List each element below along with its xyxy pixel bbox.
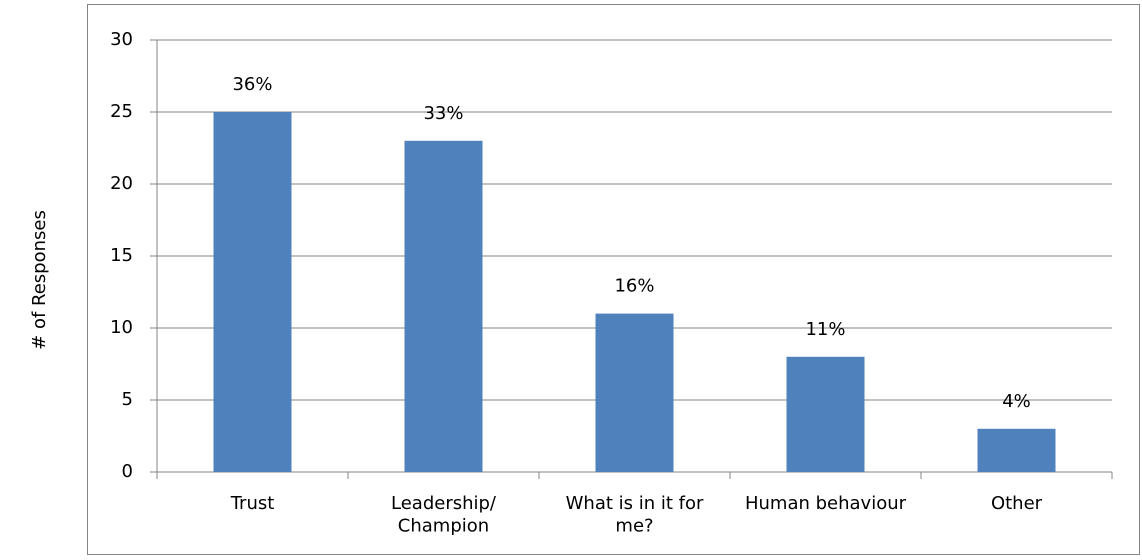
bar <box>595 313 674 472</box>
data-label: 33% <box>423 103 463 124</box>
x-tick-label: Leadership/Champion <box>391 493 497 537</box>
x-tick-label: Human behaviour <box>745 493 907 514</box>
bar <box>213 112 292 472</box>
y-tick-label: 5 <box>122 389 133 410</box>
x-tick-label: What is in it for me? <box>566 493 704 537</box>
data-label: 36% <box>232 74 272 95</box>
x-tick-label: Other <box>991 493 1043 514</box>
data-label: 16% <box>614 276 654 297</box>
y-tick-label: 0 <box>122 461 133 482</box>
y-tick-label: 30 <box>110 29 133 50</box>
y-tick-label: 20 <box>110 173 133 194</box>
data-label: 11% <box>805 319 845 340</box>
y-tick-label: 15 <box>110 245 133 266</box>
bar <box>786 356 865 472</box>
bar <box>977 428 1056 472</box>
y-tick-label: 10 <box>110 317 133 338</box>
y-axis-label: # of Responses <box>29 210 50 350</box>
x-tick-label: Trust <box>230 493 275 514</box>
data-label: 4% <box>1002 391 1031 412</box>
y-tick-label: 25 <box>110 101 133 122</box>
chart-border <box>87 4 1140 555</box>
bar <box>404 140 483 473</box>
